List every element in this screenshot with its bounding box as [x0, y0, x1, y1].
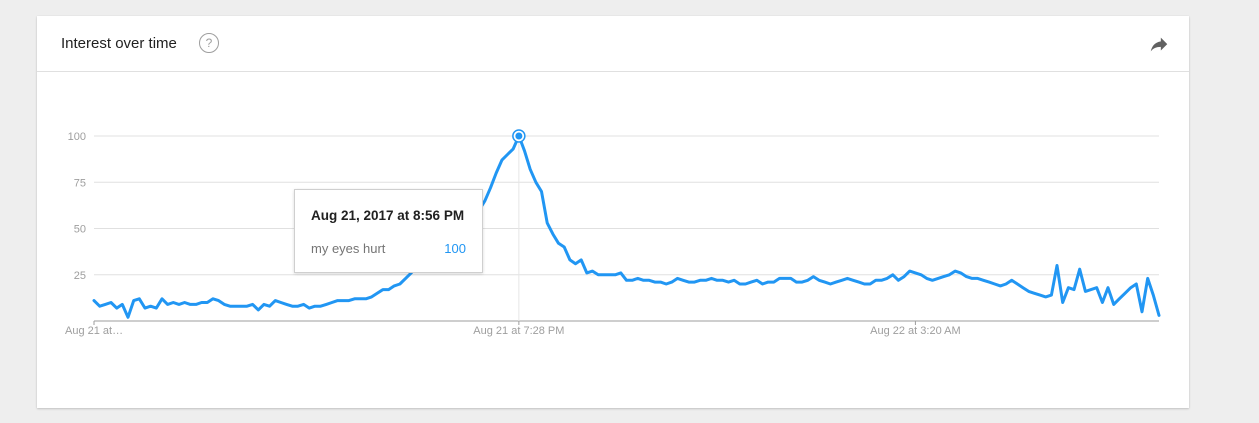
y-axis-ticks: 25 50 75 100 [68, 131, 86, 282]
x-tick-label: Aug 21 at… [65, 325, 123, 337]
share-icon[interactable] [1148, 34, 1170, 56]
card-title: Interest over time [61, 35, 177, 52]
tooltip: Aug 21, 2017 at 8:56 PM my eyes hurt 100 [294, 189, 483, 273]
x-axis-ticks: Aug 21 at… Aug 21 at 7:28 PM Aug 22 at 3:2… [65, 321, 961, 337]
tooltip-date: Aug 21, 2017 at 8:56 PM [311, 208, 465, 223]
tooltip-term: my eyes hurt [311, 241, 386, 256]
y-tick-label: 75 [74, 177, 86, 189]
x-tick-label: Aug 22 at 3:20 AM [870, 325, 961, 337]
series-line-my-eyes-hurt[interactable] [92, 134, 1161, 319]
y-tick-label: 50 [74, 224, 86, 236]
card-header: Interest over time ? [37, 16, 1189, 72]
tooltip-value: 100 [444, 241, 466, 256]
interest-over-time-card: Interest over time ? 25 50 75 100 Aug 21 at… [37, 16, 1189, 408]
help-icon[interactable]: ? [199, 33, 219, 53]
highlight-point [512, 129, 526, 143]
y-tick-label: 100 [68, 131, 86, 143]
highlight-dot [515, 132, 523, 140]
y-tick-label: 25 [74, 270, 86, 282]
grid-lines [94, 135, 1159, 322]
x-tick-label: Aug 21 at 7:28 PM [473, 325, 564, 337]
